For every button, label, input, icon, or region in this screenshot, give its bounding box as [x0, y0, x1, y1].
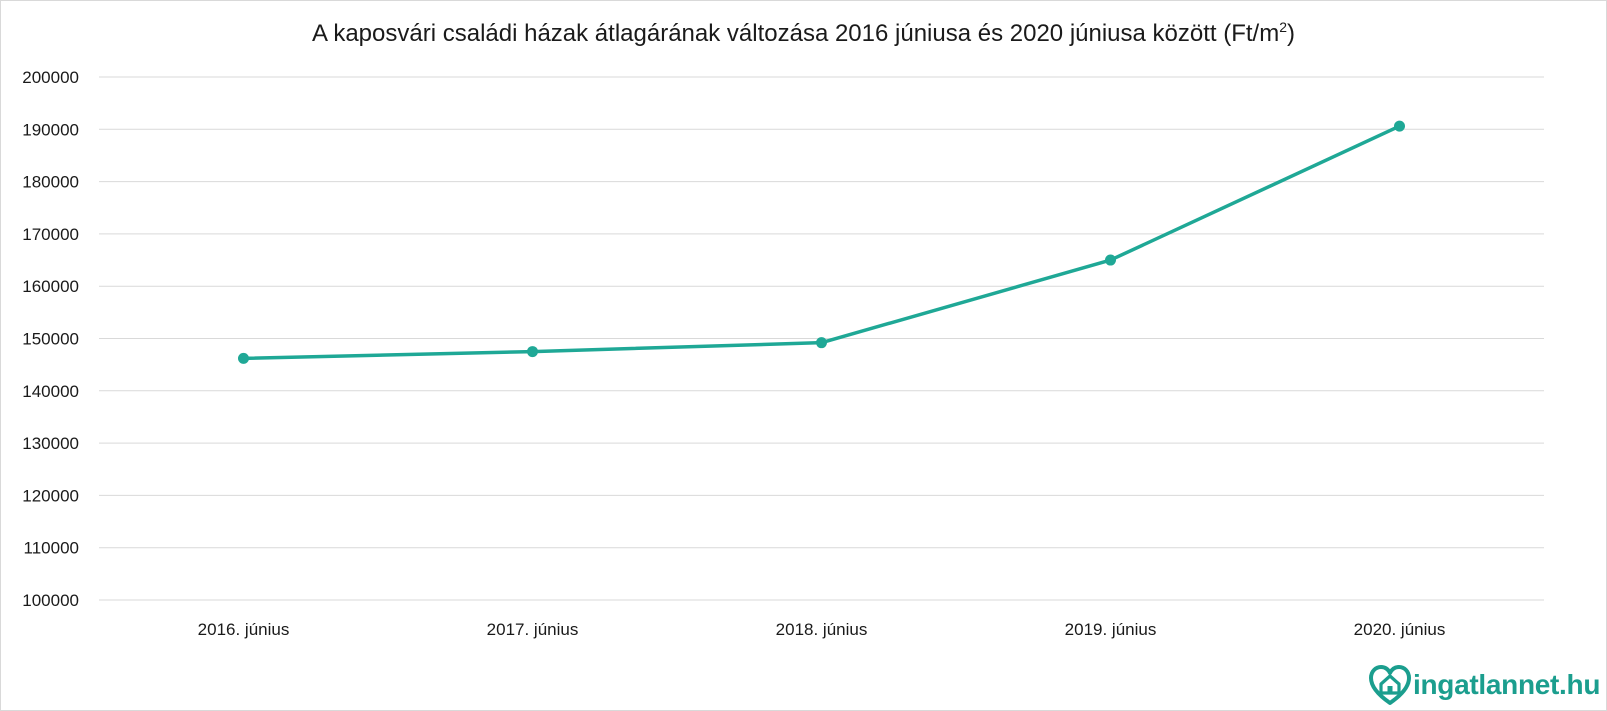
- y-tick-label: 110000: [24, 539, 79, 558]
- y-tick-label: 140000: [22, 382, 79, 401]
- y-tick-label: 180000: [22, 173, 79, 192]
- brand-logo-text: ingatlannet.hu: [1413, 669, 1600, 701]
- y-tick-label: 190000: [22, 120, 79, 139]
- x-tick-label: 2016. június: [198, 620, 290, 639]
- x-tick-label: 2018. június: [776, 620, 868, 639]
- y-tick-label: 150000: [22, 330, 79, 349]
- data-point: [238, 352, 249, 364]
- x-tick-label: 2017. június: [487, 620, 579, 639]
- chart-title-superscript: 2: [1279, 19, 1288, 35]
- data-point: [816, 337, 827, 349]
- data-point: [1394, 120, 1405, 132]
- x-tick-label: 2019. június: [1065, 620, 1157, 639]
- house-heart-icon: [1369, 665, 1411, 705]
- x-tick-label: 2020. június: [1354, 620, 1446, 639]
- chart-title-text: A kaposvári családi házak átlagárának vá…: [311, 20, 1280, 47]
- y-axis-tick-labels: 100000 110000 120000 130000 140000 150000 1600…: [22, 68, 79, 610]
- y-tick-label: 120000: [22, 486, 79, 505]
- y-tick-label: 130000: [22, 434, 79, 453]
- gridlines: [99, 76, 1544, 601]
- data-point: [527, 346, 538, 358]
- brand-logo: ingatlannet.hu: [1369, 665, 1600, 709]
- chart-title-suffix: ): [1287, 20, 1296, 47]
- y-tick-label: 170000: [22, 225, 79, 244]
- y-tick-label: 160000: [22, 277, 79, 296]
- brand-name: ingatlannet: [1413, 669, 1560, 700]
- y-tick-label: 100000: [22, 591, 79, 610]
- y-tick-label: 200000: [22, 68, 79, 87]
- series-line: [243, 124, 1401, 361]
- data-point: [1105, 254, 1116, 266]
- chart-title: A kaposvári családi házak átlagárának vá…: [1, 19, 1606, 48]
- series-layer: [238, 120, 1405, 364]
- x-axis-tick-labels: 2016. június 2017. június 2018. június 2019…: [198, 620, 1446, 639]
- brand-tld: .hu: [1559, 669, 1601, 700]
